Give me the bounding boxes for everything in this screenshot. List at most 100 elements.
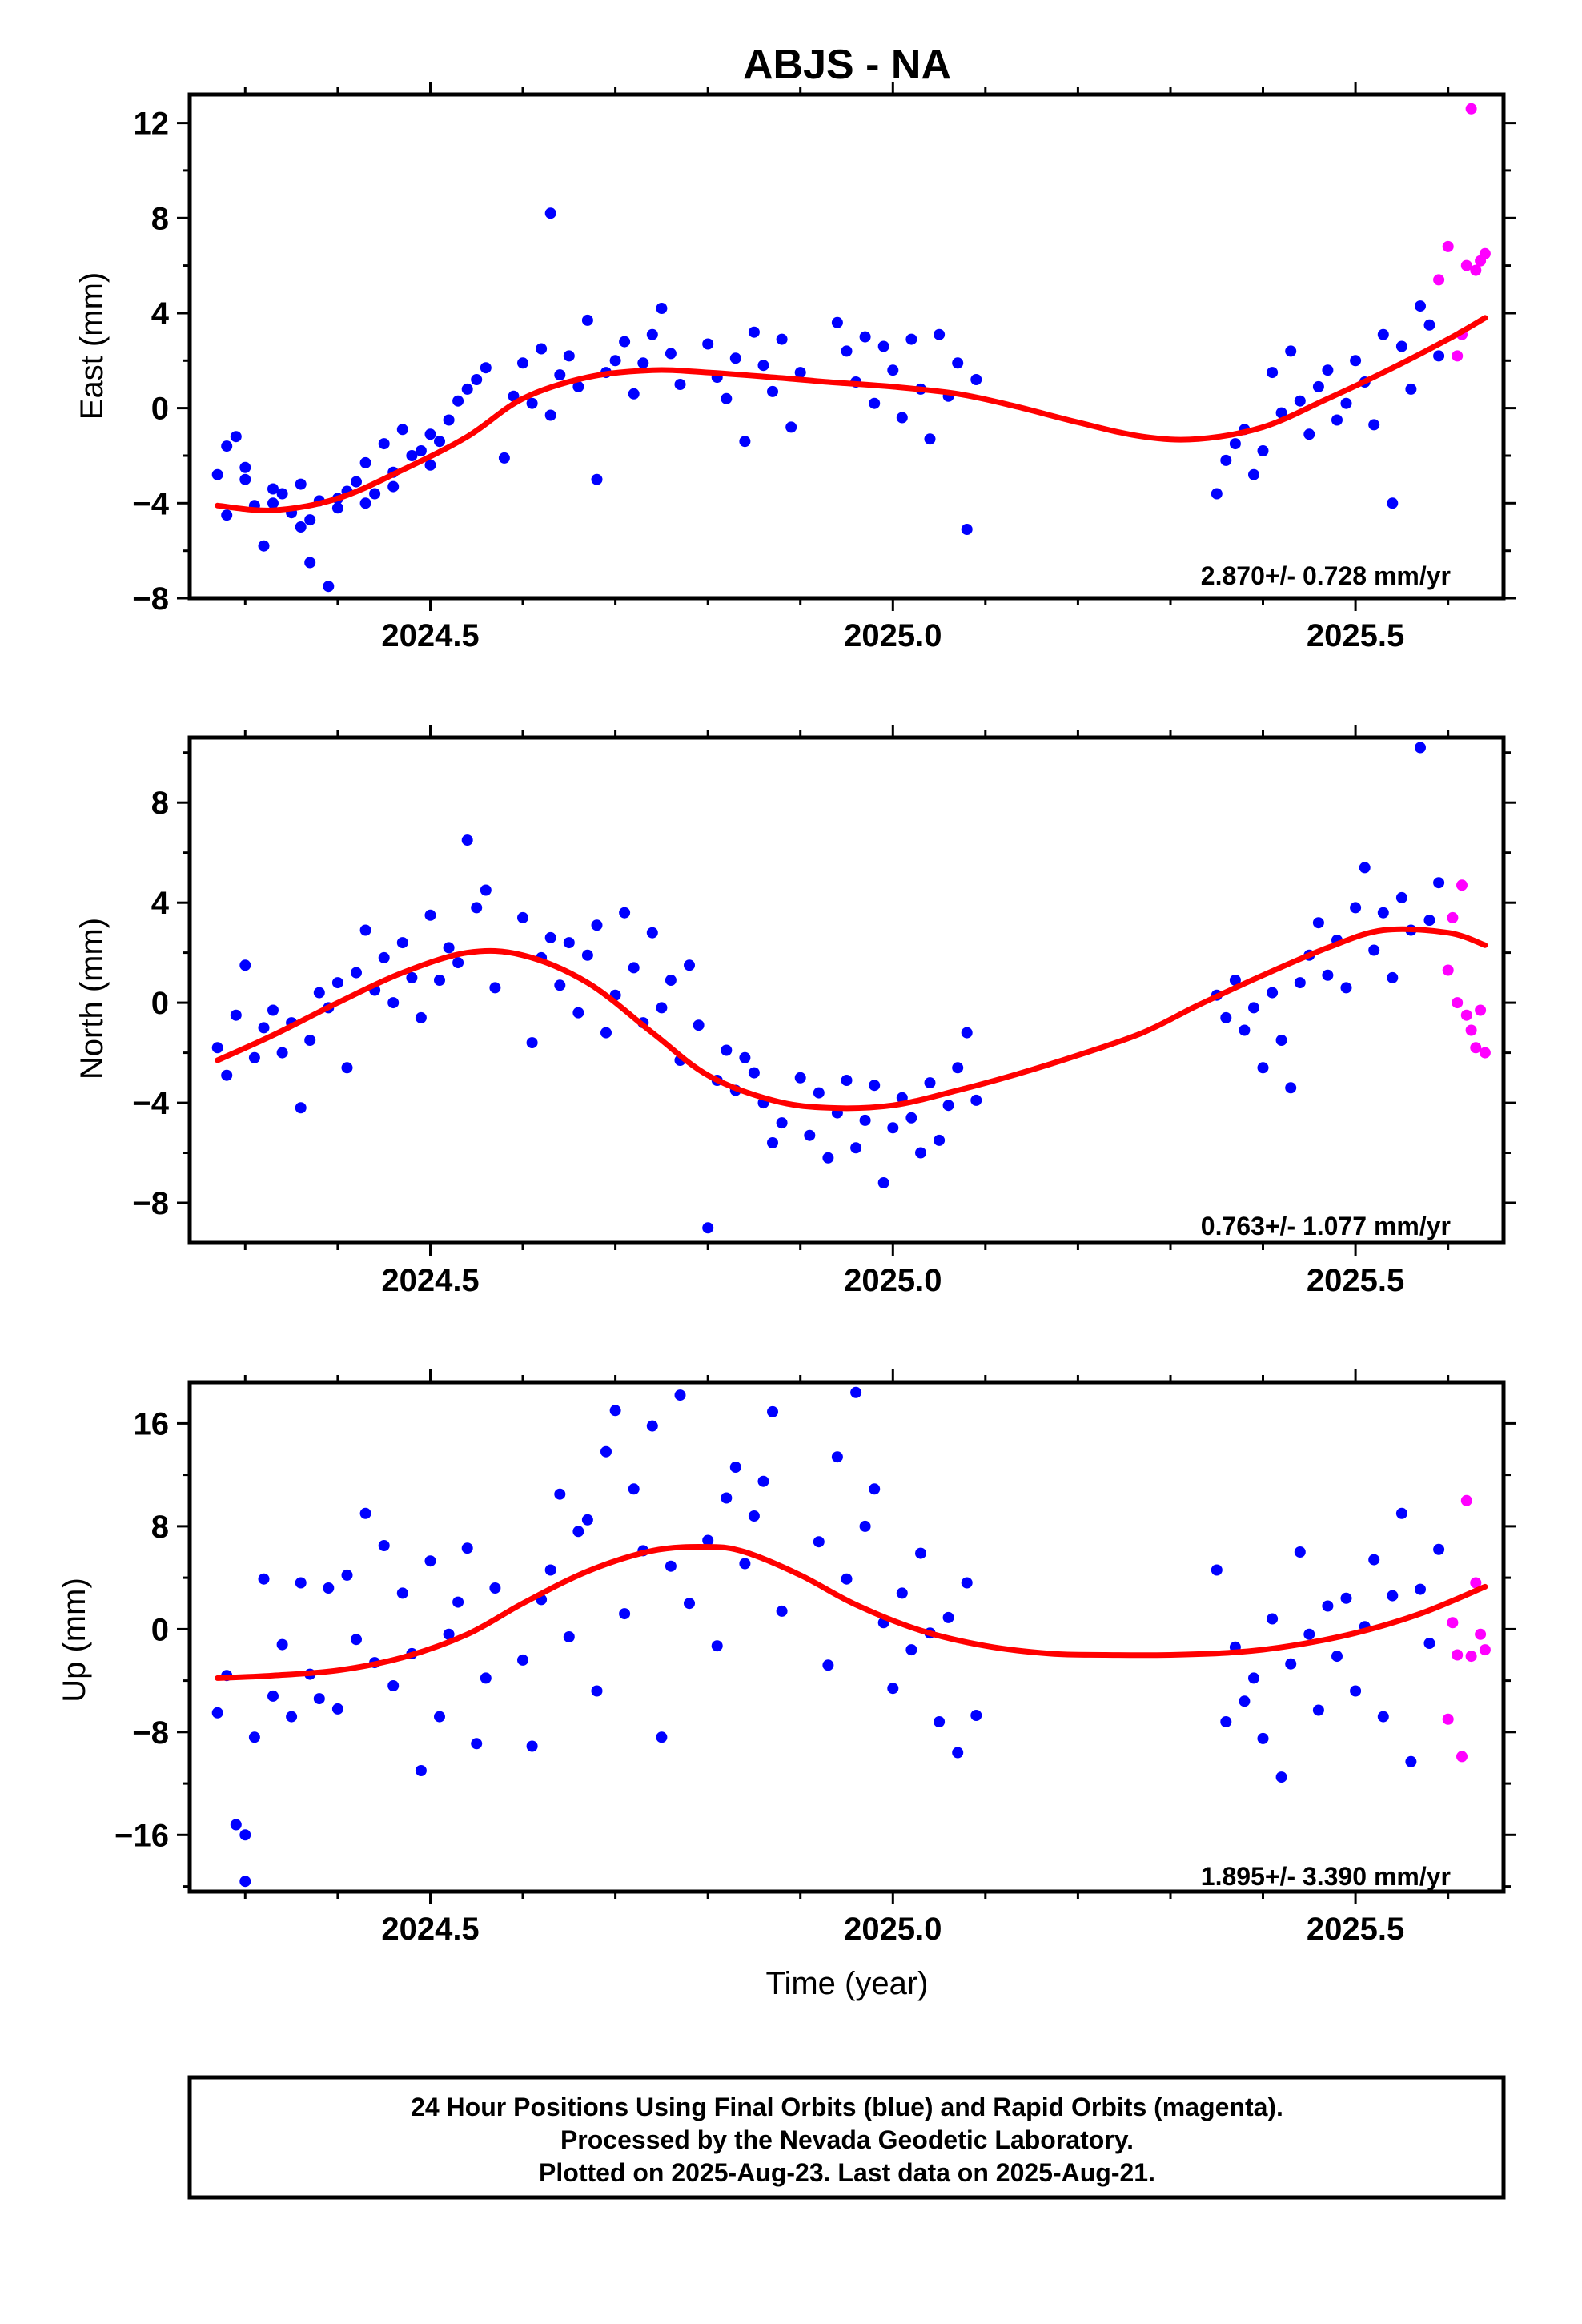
up-final-point [239, 1876, 251, 1888]
east-final-point [1267, 367, 1279, 379]
east-final-point [1285, 345, 1297, 357]
up-final-point [757, 1475, 769, 1487]
east-final-point [934, 328, 946, 340]
east-final-point [877, 340, 889, 352]
east-final-point [1377, 328, 1389, 340]
footer-box: 24 Hour Positions Using Final Orbits (bl… [187, 2075, 1506, 2200]
up-final-point [387, 1680, 400, 1691]
east-final-point [295, 478, 307, 490]
north-final-point [544, 931, 556, 943]
north-final-point [526, 1037, 538, 1049]
up-y-tick-label: −16 [114, 1818, 169, 1853]
up-final-point [1303, 1628, 1315, 1640]
up-final-point [1340, 1592, 1352, 1604]
east-final-point [702, 338, 714, 350]
up-final-point [230, 1819, 242, 1831]
north-final-point [591, 919, 603, 931]
up-final-point [295, 1577, 307, 1589]
north-y-tick-label: 4 [151, 886, 170, 921]
up-final-point [1331, 1651, 1343, 1663]
north-final-point [924, 1077, 936, 1089]
east-final-point [1312, 380, 1324, 392]
up-y-tick-label: 0 [151, 1612, 169, 1647]
north-final-point [1423, 915, 1435, 926]
north-rapid-point [1475, 1004, 1487, 1016]
east-y-tick-label: −4 [132, 486, 169, 521]
north-final-point [952, 1062, 964, 1074]
north-final-point [563, 937, 575, 949]
north-rapid-point [1465, 1024, 1477, 1036]
up-final-point [341, 1569, 353, 1581]
north-rate-label: 0.763+/- 1.077 mm/yr [1201, 1212, 1451, 1240]
east-final-point [443, 414, 455, 426]
up-x-tick-label: 2025.5 [1307, 1912, 1404, 1947]
north-final-point [1415, 742, 1426, 754]
east-final-point [637, 357, 649, 369]
east-final-point [544, 207, 556, 219]
up-final-point [646, 1420, 658, 1432]
up-final-point [591, 1685, 603, 1697]
up-final-point [1415, 1583, 1426, 1595]
east-rate-label: 2.870+/- 0.728 mm/yr [1201, 561, 1451, 590]
east-final-point [396, 424, 408, 436]
up-final-point [452, 1596, 464, 1608]
north-final-point [434, 975, 445, 986]
up-rapid-point [1460, 1494, 1472, 1506]
north-final-point [776, 1117, 788, 1129]
up-final-point [896, 1587, 908, 1599]
east-x-tick-label: 2025.5 [1307, 618, 1404, 653]
north-final-point [554, 979, 566, 991]
up-final-point [276, 1638, 288, 1651]
north-final-point [1220, 1011, 1232, 1023]
north-panel: 0.763+/- 1.077 mm/yr North (mm) 2024.5 20… [74, 725, 1516, 1298]
north-final-point [1267, 987, 1279, 999]
east-final-point [674, 379, 686, 390]
north-rapid-point [1470, 1042, 1482, 1054]
east-final-point [471, 374, 483, 385]
north-final-point [221, 1069, 233, 1081]
east-frame [187, 92, 1506, 601]
east-final-point [461, 383, 473, 395]
up-final-point [619, 1608, 631, 1620]
north-x-tick-label: 2025.0 [844, 1263, 942, 1298]
north-final-point [1340, 982, 1352, 994]
north-final-point [794, 1072, 806, 1084]
up-rate-label: 1.895+/- 3.390 mm/yr [1201, 1862, 1451, 1891]
north-final-point [230, 1009, 242, 1021]
up-final-point [934, 1716, 946, 1727]
north-final-point [915, 1147, 926, 1159]
east-final-point [646, 328, 658, 340]
up-final-point [1395, 1507, 1407, 1519]
north-final-point [1322, 969, 1334, 981]
north-rapid-point [1479, 1047, 1491, 1059]
up-final-point [378, 1540, 390, 1551]
north-final-point [628, 962, 640, 974]
up-final-point [471, 1738, 483, 1750]
north-final-point [1285, 1082, 1297, 1094]
north-final-point [942, 1100, 954, 1112]
north-final-point [934, 1134, 946, 1146]
east-final-point [295, 521, 307, 533]
north-final-point [721, 1044, 733, 1056]
east-final-point [776, 333, 788, 345]
east-model-curve [215, 315, 1488, 513]
up-y-tick-label: −8 [132, 1715, 169, 1751]
east-final-point [748, 326, 760, 338]
north-final-point [572, 1007, 584, 1019]
east-final-point [452, 395, 464, 407]
north-final-point [1368, 944, 1380, 956]
east-final-point [1395, 340, 1407, 352]
north-x-tick-label: 2025.5 [1307, 1263, 1404, 1298]
north-model-curve [215, 926, 1488, 1112]
east-final-point [211, 468, 223, 480]
up-final-point [952, 1747, 964, 1759]
up-final-point [1248, 1672, 1259, 1684]
north-final-point [767, 1137, 778, 1148]
east-final-point [359, 456, 371, 468]
up-rapid-point [1452, 1649, 1464, 1661]
north-plot-area [211, 742, 1491, 1234]
east-final-point [729, 352, 741, 364]
east-final-point [905, 333, 917, 345]
east-final-point [351, 476, 362, 488]
north-final-point [415, 1011, 427, 1023]
